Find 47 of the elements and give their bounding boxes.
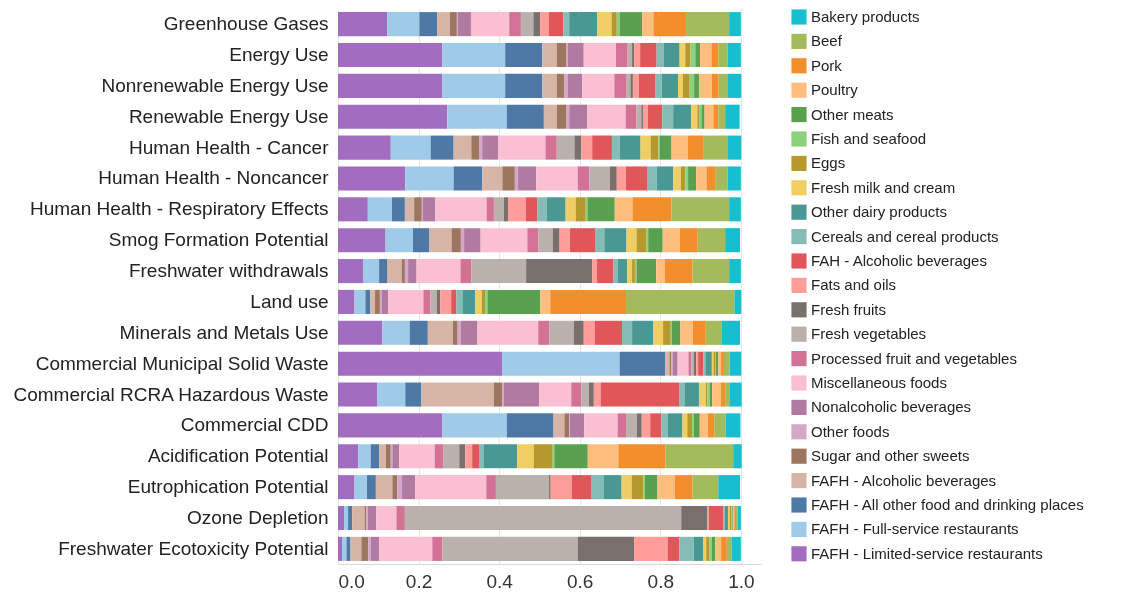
- y-tick-label: Smog Formation Potential: [108, 229, 329, 251]
- y-tick-label: Commercial Municipal Solid Waste: [35, 352, 329, 374]
- x-tick-label: 1.0: [728, 570, 755, 592]
- legend-label: Fresh milk and cream: [811, 178, 956, 196]
- legend-label: Other dairy products: [811, 203, 947, 221]
- legend-label: FAFH - Full-service restaurants: [811, 520, 1019, 538]
- x-tick-label: 0.8: [647, 570, 674, 592]
- y-tick-label: Human Health - Noncancer: [98, 167, 330, 189]
- y-tick-label: Commercial RCRA Hazardous Waste: [13, 383, 329, 405]
- x-tick-label: 0.6: [567, 570, 594, 592]
- legend-label: Fresh fruits: [811, 300, 887, 318]
- legend-label: Fats and oils: [811, 276, 897, 294]
- legend-label: Sugar and other sweets: [811, 447, 970, 465]
- y-tick-label: Nonrenewable Energy Use: [101, 74, 329, 96]
- legend-label: Bakery products: [811, 8, 920, 25]
- y-tick-label: Human Health - Respiratory Effects: [30, 198, 329, 220]
- y-tick-label: Ozone Depletion: [186, 507, 329, 529]
- legend-label: FAFH - All other food and drinking places: [811, 496, 1084, 513]
- legend-label: Nonalcoholic beverages: [811, 398, 972, 416]
- x-tick-label: 0.0: [338, 570, 365, 592]
- legend-label: Other foods: [811, 422, 890, 440]
- y-tick-label: Land use: [250, 290, 329, 312]
- legend-label: Miscellaneous foods: [811, 374, 947, 391]
- y-tick-label: Eutrophication Potential: [127, 476, 329, 498]
- legend-label: Poultry: [811, 81, 859, 99]
- y-tick-label: Freshwater withdrawals: [128, 260, 329, 282]
- legend-label: Eggs: [811, 154, 846, 172]
- legend-label: Processed fruit and vegetables: [811, 349, 1017, 367]
- x-tick-label: 0.4: [486, 570, 514, 592]
- legend-label: FAH - Alcoholic beverages: [811, 252, 987, 269]
- y-tick-label: Greenhouse Gases: [163, 13, 329, 35]
- legend-label: FAFH - Alcoholic beverages: [811, 471, 997, 489]
- legend-label: Beef: [811, 32, 843, 50]
- legend-label: Other meats: [811, 105, 894, 123]
- legend-label: FAFH - Limited-service restaurants: [811, 544, 1043, 562]
- x-tick-label: 0.2: [405, 570, 433, 592]
- y-tick-label: Freshwater Ecotoxicity Potential: [58, 537, 329, 559]
- legend-label: Fish and seafood: [811, 130, 927, 147]
- legend-label: Pork: [811, 56, 843, 74]
- y-tick-label: Acidification Potential: [147, 445, 329, 467]
- y-tick-label: Commercial CDD: [180, 414, 329, 436]
- legend-label: Cereals and cereal products: [811, 227, 999, 245]
- y-tick-label: Renewable Energy Use: [128, 105, 329, 127]
- y-tick-label: Energy Use: [229, 43, 329, 65]
- y-tick-label: Minerals and Metals Use: [119, 321, 329, 343]
- y-tick-label: Human Health - Cancer: [128, 136, 330, 158]
- legend-label: Fresh vegetables: [811, 325, 927, 343]
